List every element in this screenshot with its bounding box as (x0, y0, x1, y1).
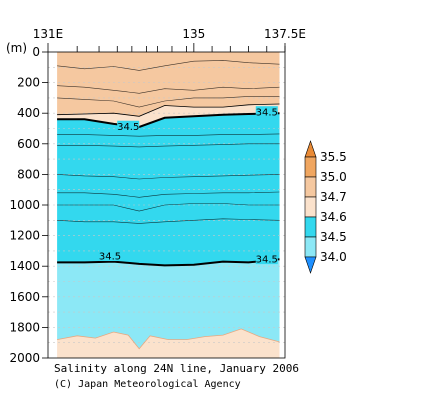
contour-label-bg-1 (255, 106, 278, 118)
y-tick-label-1800: 1800 (9, 320, 40, 334)
contour-label-bg-3 (255, 253, 278, 265)
thin-contour-2 (57, 96, 280, 108)
isohaline-34-5-lower (57, 258, 280, 267)
colorbar-label-4: 34.5 (320, 230, 347, 244)
fill-band-34-7-to-35-0 (57, 52, 280, 117)
thin-contour-3 (57, 133, 280, 137)
y-tick-label-200: 200 (17, 76, 40, 90)
colorbar-segment-4 (304, 236, 317, 258)
thin-contour-0 (57, 60, 280, 71)
contour-label-text-3: 34.5 (256, 255, 278, 266)
thin-contour-6 (57, 191, 280, 198)
colorbar-label-2: 34.7 (320, 190, 347, 204)
isohaline-34-6-upper (57, 103, 280, 117)
fill-band-34-5-to-34-6-upper (57, 113, 280, 266)
contour-label-0: 34.5 (117, 120, 140, 133)
x-tick-label-2: 137.5E (264, 27, 306, 41)
y-tick-label-0: 0 (32, 45, 40, 59)
thin-contour-7 (57, 203, 280, 212)
x-tick-label-1: 135 (182, 27, 205, 41)
colorbar-segment-2 (304, 196, 317, 218)
contour-label-text-0: 34.5 (117, 122, 139, 133)
contour-labels: 34.5 34.5 34.5 34.5 (98, 106, 278, 266)
thin-contour-4 (57, 143, 280, 148)
agency-credit: (C) Japan Meteorological Agency (54, 379, 241, 390)
y-tick-label-2000: 2000 (9, 351, 40, 365)
isohaline-34-5-upper (57, 112, 280, 129)
isohaline-34-6-bottom (57, 328, 280, 350)
depth-axis: 0 200 400 600 800 1000 1200 1400 1600 1800 2000 (9, 45, 48, 365)
chart-title: Salinity along 24N line, January 2006 (54, 362, 299, 375)
contour-label-2: 34.5 (98, 250, 121, 263)
contour-label-bg-2 (98, 250, 121, 262)
colorbar-segment-3 (304, 216, 317, 238)
y-tick-label-400: 400 (17, 106, 40, 120)
contour-label-bg-0 (117, 120, 140, 132)
colorbar-extend-bottom (304, 256, 317, 274)
y-tick-label-1200: 1200 (9, 229, 40, 243)
fill-band-34-6-to-34-7-bottom (57, 328, 280, 358)
longitude-axis: 131E 135 137.5E (33, 27, 306, 52)
salinity-contour-lines (57, 60, 280, 350)
y-tick-label-1600: 1600 (9, 290, 40, 304)
thin-contour-5 (57, 174, 280, 180)
colorbar-legend: 35.5 35.0 34.7 34.6 34.5 34.0 (304, 140, 347, 274)
colorbar-segment-0 (304, 156, 317, 178)
x-tick-label-0: 131E (33, 27, 64, 41)
contour-label-1: 34.5 (256, 106, 278, 119)
thin-contour-8 (57, 218, 280, 224)
y-tick-label-1400: 1400 (9, 259, 40, 273)
thin-contour-1 (57, 85, 280, 94)
colorbar-extend-top (304, 140, 317, 158)
contour-label-3: 34.5 (255, 253, 278, 266)
y-tick-label-1000: 1000 (9, 198, 40, 212)
contour-label-text-1: 34.5 (256, 108, 278, 119)
colorbar-label-0: 35.5 (320, 150, 347, 164)
depth-unit-label: (m) (6, 41, 27, 55)
colorbar-label-3: 34.6 (320, 210, 347, 224)
contour-label-text-2: 34.5 (99, 252, 121, 263)
colorbar-segment-1 (304, 176, 317, 198)
colorbar-label-1: 35.0 (320, 170, 347, 184)
colorbar-label-5: 34.0 (320, 250, 347, 264)
y-tick-label-800: 800 (17, 167, 40, 181)
y-tick-label-600: 600 (17, 137, 40, 151)
fill-band-34-6-to-34-7 (57, 104, 280, 127)
